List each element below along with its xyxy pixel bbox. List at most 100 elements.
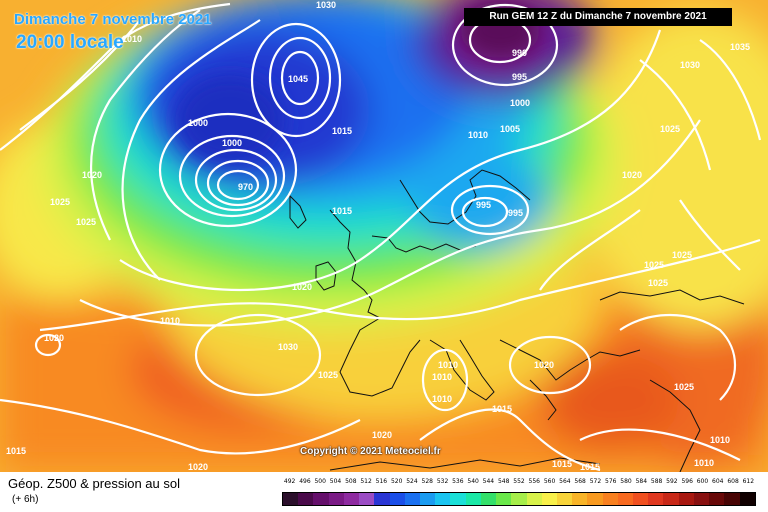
color-scale-label: 504 (329, 478, 342, 485)
color-scale-cell (359, 493, 375, 505)
color-scale-label: 540 (467, 478, 479, 485)
map-canvas: 1030 1010 1000 1000 1015 970 1045 995 99… (0, 0, 768, 472)
color-scale-label: 552 (513, 478, 525, 485)
forecast-time: 20:00 locale (16, 32, 124, 53)
color-scale-cell (404, 493, 420, 505)
color-scale-cell (465, 493, 481, 505)
isobar-label: 1015 (580, 462, 600, 472)
isobar-label: 1010 (122, 34, 142, 44)
color-scale-cell (678, 493, 694, 505)
isobar-label: 1000 (188, 118, 208, 128)
color-scale-cell (663, 493, 679, 505)
color-scale-labels: 492 496 500 504 508 512 516 520 524 528 532 536 540 5… (282, 478, 756, 490)
copyright-notice: Copyright © 2021 Meteociel.fr (300, 446, 441, 457)
isobar-label: 1025 (674, 382, 694, 392)
isobar-label: 1045 (288, 74, 308, 84)
color-scale-label: 568 (574, 478, 586, 485)
isobar-label: 970 (238, 182, 253, 192)
color-scale-label: 584 (635, 478, 648, 485)
color-scale-label: 528 (421, 478, 433, 485)
color-scale-cell (389, 493, 405, 505)
color-scale-cell (435, 493, 451, 505)
isobar-label: 1005 (500, 124, 520, 134)
color-scale-label: 496 (299, 478, 311, 485)
color-scale-label: 608 (727, 478, 739, 485)
isobar-label: 1030 (278, 342, 298, 352)
color-scale-cell (343, 493, 360, 505)
isobar-label: 990 (512, 48, 527, 58)
color-scale-label: 612 (742, 478, 755, 485)
isobars (0, 2, 762, 472)
isobar-label: 1015 (332, 206, 352, 216)
color-scale-label: 596 (681, 478, 693, 485)
color-scale-cell (572, 493, 588, 505)
color-scale-label: 564 (559, 478, 571, 485)
isobar-label: 1020 (372, 430, 392, 440)
color-scale-cell (724, 493, 740, 505)
isobar-label: 1015 (332, 126, 352, 136)
isobar-label: 1035 (730, 42, 750, 52)
color-scale-cell (283, 493, 299, 505)
color-scale-cell (374, 493, 390, 505)
isobar-label: 995 (508, 208, 523, 218)
color-scale-cell (313, 493, 329, 505)
isobar-label: 1000 (222, 138, 242, 148)
isobar-label: 995 (512, 72, 527, 82)
coastlines (289, 169, 745, 472)
isobar-label: 1025 (76, 217, 96, 227)
color-scale-label: 560 (543, 478, 556, 485)
color-scale-label: 604 (712, 478, 724, 485)
isobar-label: 1010 (160, 316, 180, 326)
color-scale-label: 516 (375, 478, 388, 485)
isobar-label: 1010 (694, 458, 714, 468)
color-scale-label: 536 (452, 478, 464, 485)
color-scale-label: 592 (666, 478, 678, 485)
isobar-label: 1010 (710, 435, 730, 445)
color-scale-cell (450, 493, 466, 505)
color-scale-bar (282, 492, 756, 506)
isobar-label: 1025 (50, 197, 70, 207)
legend-footer: Géop. Z500 & pression au sol (+ 6h) 492 4… (0, 472, 768, 512)
color-scale-cell (648, 493, 664, 505)
isobar-label: 1020 (292, 282, 312, 292)
color-scale-label: 580 (620, 478, 632, 485)
isobar-label: 1025 (318, 370, 338, 380)
isobar-label: 1020 (188, 462, 208, 472)
isobar-labels: 1030 1010 1000 1000 1015 970 1045 995 99… (6, 0, 750, 472)
color-scale-cell (526, 493, 542, 505)
color-scale-label: 556 (528, 478, 540, 485)
color-scale-cell (693, 493, 710, 505)
isobar-label: 1025 (644, 260, 664, 270)
isobar-label: 1010 (432, 372, 452, 382)
isobar-label: 1015 (492, 404, 512, 414)
color-scale-label: 572 (589, 478, 602, 485)
color-scale-cell (739, 493, 755, 505)
color-scale-cell (602, 493, 618, 505)
isobar-label: 1020 (44, 333, 64, 343)
color-scale-cell (556, 493, 573, 505)
isobar-label: 1000 (510, 98, 530, 108)
color-scale-label: 532 (436, 478, 449, 485)
color-scale-cell (617, 493, 634, 505)
isobar-label: 1015 (552, 459, 572, 469)
color-scale-label: 524 (406, 478, 418, 485)
color-scale-label: 508 (345, 478, 357, 485)
isobar-label: 1010 (438, 360, 458, 370)
forecast-date: Dimanche 7 novembre 2021 (14, 11, 212, 28)
color-scale-label: 600 (696, 478, 709, 485)
color-scale-label: 544 (482, 478, 495, 485)
isobar-label: 1025 (672, 250, 692, 260)
color-scale-label: 588 (650, 478, 663, 485)
color-scale-label: 576 (605, 478, 617, 485)
color-scale-cell (480, 493, 497, 505)
isobar-label: 1020 (534, 360, 554, 370)
model-run-banner: Run GEM 12 Z du Dimanche 7 novembre 2021 (464, 8, 732, 26)
isobar-label: 1030 (680, 60, 700, 70)
color-scale-cell (298, 493, 314, 505)
color-scale-cell (633, 493, 649, 505)
isobar-label: 1015 (6, 446, 26, 456)
weather-map: 1030 1010 1000 1000 1015 970 1045 995 99… (0, 0, 768, 472)
color-scale: 492 496 500 504 508 512 516 520 524 528 532 536 540 5… (282, 478, 756, 508)
isobar-label: 1010 (432, 394, 452, 404)
isobar-label: 1020 (622, 170, 642, 180)
